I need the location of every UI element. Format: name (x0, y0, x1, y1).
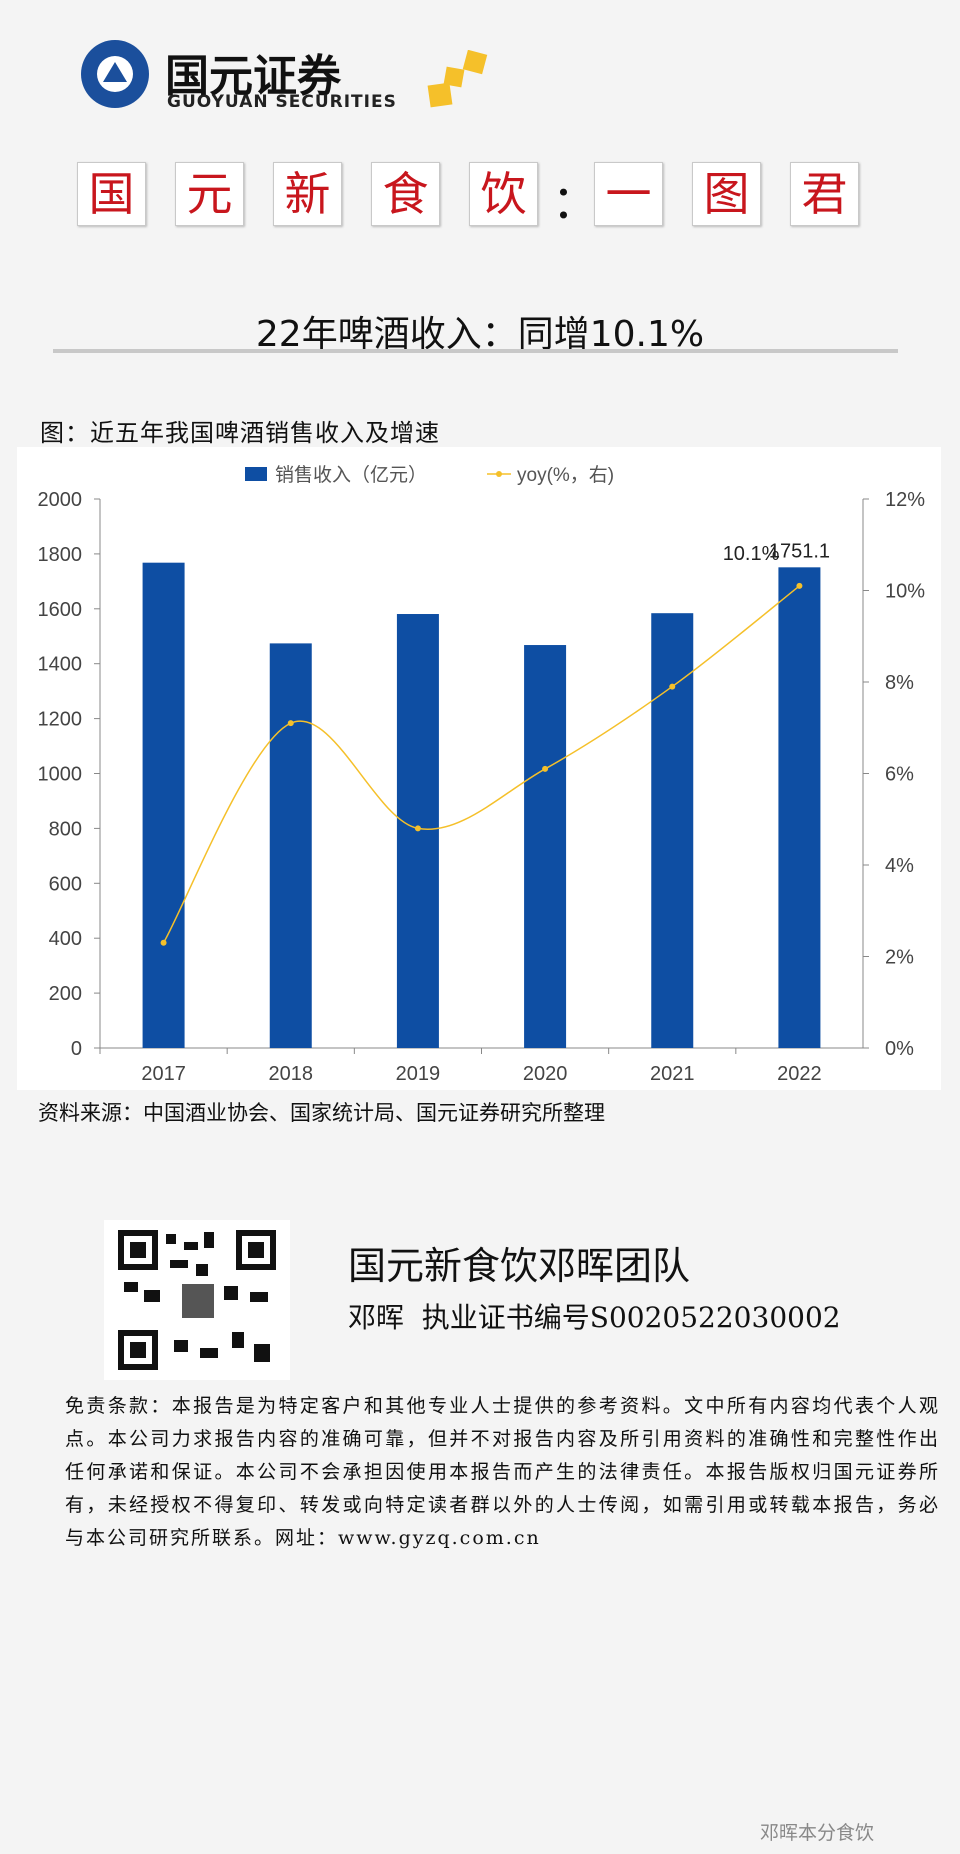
data-label: 10.1% (723, 543, 780, 565)
x-tick-label: 2021 (650, 1063, 695, 1085)
y-tick-label: 600 (49, 873, 82, 895)
logo-icon (81, 40, 149, 108)
x-tick-label: 2019 (396, 1063, 441, 1085)
logo-stars (427, 50, 488, 108)
bar (269, 643, 312, 1048)
line-point (414, 825, 421, 832)
y-tick-label: 2000 (38, 489, 83, 511)
y-tick-label: 400 (49, 928, 82, 950)
team: 国元新食饮邓晖团队 (348, 1244, 691, 1288)
y2-tick-label: 8% (885, 672, 914, 694)
y-tick-label: 800 (49, 818, 82, 840)
qr-code (104, 1220, 290, 1380)
y2-tick-label: 12% (885, 489, 925, 511)
legend-label: 销售收入（亿元） (275, 464, 427, 486)
bar (778, 567, 821, 1048)
line (162, 585, 800, 944)
banner-char: 一 (594, 162, 663, 226)
banner-char: 元 (175, 162, 244, 226)
banner-char: 饮 (469, 162, 538, 226)
banner-char: 君 (790, 162, 859, 226)
y2-tick-label: 0% (885, 1038, 914, 1060)
legend-label: yoy(%，右) (517, 464, 614, 486)
source: 资料来源：中国酒业协会、国家统计局、国元证券研究所整理 (38, 1101, 605, 1125)
x-tick-label: 2022 (777, 1063, 822, 1085)
y-tick-label: 1800 (38, 544, 83, 566)
banner-char: 食 (371, 162, 440, 226)
line-point (669, 683, 676, 690)
y-tick-label: 1400 (38, 654, 83, 676)
y-tick-label: 1000 (38, 764, 83, 786)
watermark: 邓晖本分食饮 (760, 1818, 875, 1845)
subtitle: 22年啤酒收入：同增10.1% (255, 314, 705, 355)
logo-en: GUOYUAN SECURITIES (167, 92, 397, 112)
y-tick-label: 1200 (38, 709, 83, 731)
license: 邓晖 执业证书编号S0020522030002 (348, 1301, 841, 1334)
y-tick-label: 0 (71, 1038, 82, 1060)
logo-name: 国元证券 (165, 51, 341, 102)
banner-char: 新 (273, 162, 342, 226)
y2-tick-label: 6% (885, 764, 914, 786)
bar (524, 645, 567, 1048)
x-tick-label: 2020 (523, 1063, 568, 1085)
x-tick-label: 2017 (141, 1063, 186, 1085)
banner-char: 国 (77, 162, 146, 226)
y2-tick-label: 2% (885, 947, 914, 969)
y-tick-label: 1600 (38, 599, 83, 621)
divider (53, 349, 898, 353)
banner-char: 图 (692, 162, 761, 226)
bar (142, 562, 185, 1048)
line-point (796, 582, 803, 589)
bar (651, 613, 694, 1048)
y2-tick-label: 4% (885, 855, 914, 877)
legend-swatch (245, 467, 267, 481)
y2-tick-label: 10% (885, 581, 925, 603)
figure-title: 图：近五年我国啤酒销售收入及增速 (40, 419, 440, 447)
disclaimer: 免责条款：本报告是为特定客户和其他专业人士提供的参考资料。文中所有内容均代表个人… (65, 1395, 940, 1549)
banner-sep: ： (552, 175, 598, 229)
y-tick-label: 200 (49, 983, 82, 1005)
line-point (160, 939, 167, 946)
x-tick-label: 2018 (269, 1063, 314, 1085)
chart: 0 200 400 600 800 1000 1200 1400 1600 1800 2000 0% 2… (17, 447, 941, 1090)
legend-swatch (496, 471, 502, 477)
data-label: 1751.1 (769, 540, 830, 562)
line-point (542, 765, 549, 772)
line-point (287, 720, 294, 727)
